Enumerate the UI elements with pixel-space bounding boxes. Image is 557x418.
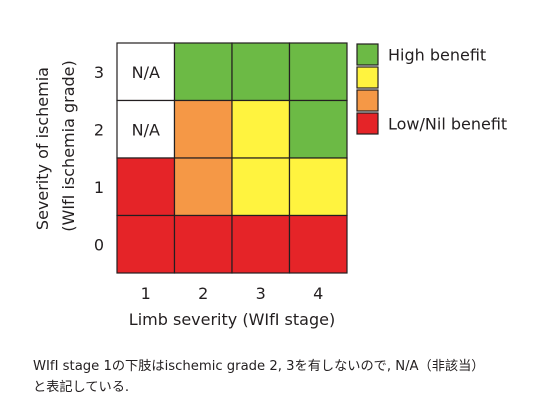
y-axis-label-line-2: (WIfI ischemia grade) bbox=[59, 60, 78, 231]
revascularization-benefit-chart: N/A N/A 3 2 1 0 1 2 3 4 High benefit Low/Nil ben… bbox=[33, 42, 507, 329]
cell-grade-3-stage-2 bbox=[173, 42, 233, 102]
cell-grade-2-stage-4 bbox=[288, 99, 348, 159]
legend-label: High benefit bbox=[388, 46, 486, 65]
cell-grade-3-stage-3 bbox=[231, 42, 291, 102]
cell-grade-0-stage-3 bbox=[231, 214, 291, 274]
x-axis-ticks: 1 2 3 4 bbox=[141, 284, 324, 303]
cell-grade-0-stage-2 bbox=[173, 214, 233, 274]
cell-grade-1-stage-1 bbox=[116, 157, 176, 217]
y-axis-ticks: 3 2 1 0 bbox=[94, 63, 104, 255]
cell-grade-2-stage-1 bbox=[116, 99, 176, 159]
cell-grade-0-stage-4 bbox=[288, 214, 348, 274]
cell-grade-0-stage-1 bbox=[116, 214, 176, 274]
y-tick-label: 0 bbox=[94, 235, 104, 254]
legend-label: Low/Nil benefit bbox=[388, 115, 507, 134]
x-axis-label: Limb severity (WIfI stage) bbox=[129, 310, 335, 329]
na-label: N/A bbox=[132, 120, 160, 139]
legend-swatch-high bbox=[356, 43, 379, 66]
x-tick-label: 3 bbox=[256, 284, 266, 303]
cell-grade-1-stage-3 bbox=[231, 157, 291, 217]
y-tick-label: 3 bbox=[94, 63, 104, 82]
legend-swatch-moderate_low bbox=[356, 89, 379, 112]
y-tick-label: 1 bbox=[94, 178, 104, 197]
cell-grade-1-stage-2 bbox=[173, 157, 233, 217]
cell-grade-3-stage-4 bbox=[288, 42, 348, 102]
heatmap-grid: N/A N/A bbox=[116, 42, 348, 274]
y-axis-label-line-1: Severity of ischemia bbox=[33, 67, 52, 230]
x-tick-label: 4 bbox=[313, 284, 323, 303]
legend: High benefit Low/Nil benefit bbox=[356, 43, 507, 135]
legend-swatch-moderate_high bbox=[356, 66, 379, 89]
x-tick-label: 1 bbox=[141, 284, 151, 303]
cell-grade-3-stage-1 bbox=[116, 42, 176, 102]
legend-swatch-low_nil bbox=[356, 112, 379, 135]
y-axis-label: Severity of ischemia (WIfI ischemia grad… bbox=[33, 60, 78, 231]
na-label: N/A bbox=[132, 63, 160, 82]
footnote: WIfI stage 1の下肢はischemic grade 2, 3を有しない… bbox=[33, 359, 485, 395]
y-tick-label: 2 bbox=[94, 120, 104, 139]
cell-grade-2-stage-2 bbox=[173, 99, 233, 159]
cell-grade-2-stage-3 bbox=[231, 99, 291, 159]
x-tick-label: 2 bbox=[198, 284, 208, 303]
cell-grade-1-stage-4 bbox=[288, 157, 348, 217]
